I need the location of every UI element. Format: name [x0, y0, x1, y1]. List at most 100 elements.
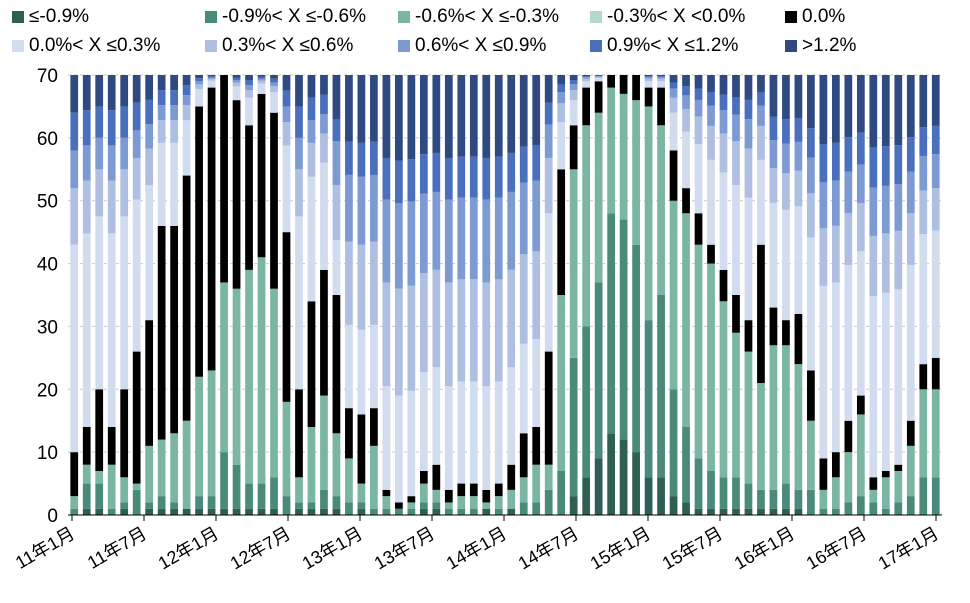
- bar-segment: [270, 78, 278, 83]
- bar-segment: [769, 489, 778, 509]
- bar-segment: [694, 144, 703, 214]
- bar-segment: [170, 433, 178, 503]
- bar-segment: [157, 75, 166, 91]
- bar-segment: [719, 477, 728, 509]
- bar-segment: [832, 142, 840, 181]
- bar-segment: [594, 75, 603, 77]
- bar-segment: [807, 237, 815, 371]
- bar-segment: [120, 216, 129, 390]
- bar-segment: [707, 105, 715, 126]
- bar-segment: [894, 145, 903, 185]
- bar-stack: [382, 75, 391, 515]
- bar-stack: [769, 75, 778, 515]
- bar-segment: [432, 489, 441, 503]
- bar-stack: [370, 75, 378, 515]
- bar-segment: [844, 420, 853, 453]
- bar-segment: [744, 197, 753, 321]
- bar-segment: [657, 125, 665, 295]
- bar-segment: [382, 199, 391, 283]
- bar-segment: [856, 75, 865, 133]
- bar-segment: [370, 241, 378, 325]
- bar-segment: [457, 75, 466, 157]
- bar-segment: [145, 124, 154, 149]
- bar-segment: [132, 489, 141, 515]
- bar-segment: [245, 90, 253, 98]
- bar-segment: [457, 156, 466, 198]
- bar-segment: [769, 345, 778, 490]
- bar-stack: [744, 75, 753, 515]
- bar-segment: [120, 389, 129, 478]
- bar-segment: [432, 191, 441, 270]
- bar-segment: [482, 157, 491, 200]
- bar-segment: [282, 106, 291, 123]
- bar-stack: [282, 75, 291, 515]
- bar-segment: [170, 120, 178, 143]
- bar-segment: [494, 75, 503, 157]
- bar-segment: [357, 244, 366, 330]
- bar-segment: [919, 389, 928, 478]
- bar-segment: [145, 99, 154, 125]
- legend-label: 0.9%< X ≤1.2%: [607, 35, 739, 56]
- bar-segment: [232, 100, 241, 289]
- bar-segment: [307, 508, 316, 515]
- bar-segment: [782, 320, 790, 346]
- bar-segment: [232, 75, 241, 78]
- bar-segment: [444, 157, 453, 200]
- bar-segment: [544, 351, 553, 465]
- bar-segment: [644, 77, 653, 79]
- bar-segment: [794, 489, 803, 509]
- bar-stack: [407, 75, 416, 515]
- bar-stack: [644, 75, 653, 515]
- bar-segment: [307, 427, 316, 503]
- bar-stack: [107, 75, 116, 515]
- bar-segment: [594, 75, 603, 76]
- bar-segment: [557, 91, 566, 104]
- x-tick-label: 15年1月: [587, 523, 654, 573]
- bar-segment: [594, 112, 603, 283]
- x-tick-label: 11年1月: [12, 523, 78, 573]
- bar-segment: [757, 105, 765, 126]
- x-tick-label: 13年7月: [371, 523, 438, 573]
- bar-segment: [82, 110, 91, 146]
- bar-segment: [582, 78, 591, 82]
- bar-segment: [195, 78, 203, 82]
- bar-segment: [357, 483, 366, 503]
- y-tick-label: 70: [37, 66, 58, 87]
- legend-item: -0.6%< X ≤-0.3%: [398, 6, 559, 28]
- bar-segment: [407, 496, 416, 503]
- bar-segment: [70, 188, 79, 245]
- bar-segment: [245, 85, 253, 91]
- bar-segment: [307, 142, 316, 177]
- bar-segment: [82, 233, 91, 427]
- bar-segment: [894, 471, 903, 503]
- bar-stack: [657, 75, 665, 515]
- bar-stack: [819, 75, 828, 515]
- bar-segment: [245, 483, 253, 509]
- bar-segment: [270, 91, 278, 113]
- bar-segment: [906, 420, 915, 446]
- bar-segment: [295, 508, 303, 515]
- bar-segment: [382, 386, 391, 490]
- bar-stack: [95, 75, 104, 515]
- bar-segment: [195, 81, 203, 85]
- bar-segment: [145, 75, 154, 100]
- bar-segment: [107, 75, 116, 111]
- x-tick-label: 17年1月: [875, 523, 942, 573]
- bar-segment: [107, 180, 116, 234]
- bar-segment: [257, 75, 266, 77]
- bar-segment: [519, 433, 528, 478]
- bar-segment: [632, 100, 640, 245]
- bar-segment: [469, 75, 478, 157]
- bar-stack: [894, 75, 903, 515]
- bar-segment: [707, 91, 715, 106]
- bar-segment: [519, 343, 528, 434]
- bar-segment: [282, 496, 291, 515]
- bar-segment: [70, 112, 79, 151]
- bar-segment: [719, 269, 728, 302]
- bar-stack: [232, 75, 241, 515]
- bar-segment: [819, 458, 828, 490]
- bar-segment: [869, 477, 878, 490]
- bar-segment: [370, 141, 378, 175]
- bar-segment: [444, 199, 453, 283]
- bar-segment: [844, 265, 853, 421]
